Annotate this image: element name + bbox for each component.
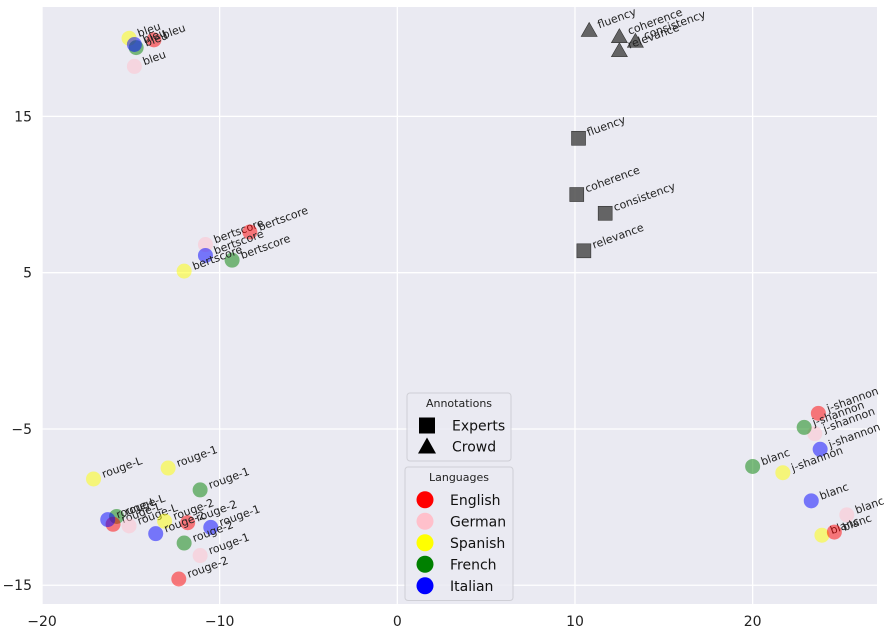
language-legend-icon	[416, 577, 434, 595]
language-point-marker	[176, 535, 192, 551]
legend-label: Experts	[452, 419, 505, 435]
language-point-marker	[745, 458, 761, 474]
legend-label: French	[450, 557, 497, 573]
y-tick-label: −5	[11, 422, 32, 438]
language-point-marker	[775, 465, 791, 481]
y-tick-label: 15	[14, 109, 32, 125]
legend-title: Annotations	[426, 397, 492, 410]
language-point-marker	[192, 482, 208, 498]
language-point-marker	[160, 460, 176, 476]
x-tick-label: 10	[566, 614, 584, 630]
language-point-marker	[242, 224, 258, 240]
legend-languages: Languages English German Spanish French Itali…	[404, 466, 514, 601]
expert-square-marker	[597, 205, 613, 221]
legend-label: German	[450, 514, 506, 530]
language-legend-icon	[416, 491, 434, 509]
language-point-marker	[157, 513, 173, 529]
square-legend-icon	[419, 417, 435, 434]
language-point-marker	[812, 441, 828, 457]
language-point-marker	[180, 515, 196, 531]
x-tick-label: −10	[205, 614, 235, 630]
x-tick-label: 20	[744, 614, 762, 630]
expert-square-marker	[571, 130, 586, 146]
legend-box	[406, 392, 512, 462]
y-tick-label: −15	[2, 578, 32, 594]
y-tick-label: 5	[23, 266, 32, 282]
language-point-marker	[148, 526, 164, 542]
language-legend-icon	[416, 534, 434, 552]
language-point-marker	[224, 252, 240, 268]
language-point-marker	[839, 507, 855, 523]
crowd-triangle-marker	[610, 42, 628, 58]
language-point-marker	[176, 263, 192, 279]
expert-square-marker	[569, 187, 585, 202]
language-point-marker	[814, 527, 830, 543]
language-point-marker	[803, 493, 819, 509]
language-point-marker	[810, 405, 826, 421]
language-point-marker	[126, 37, 142, 53]
language-point-marker	[203, 519, 219, 535]
x-tick-label: −20	[27, 614, 57, 630]
legend-label: Crowd	[452, 440, 496, 456]
triangle-legend-icon	[418, 437, 436, 454]
language-legend-icon	[416, 512, 434, 530]
crowd-triangle-marker	[580, 21, 598, 37]
legend-title: Languages	[429, 471, 489, 484]
legend-label: Spanish	[450, 536, 505, 552]
axis-ticks: −20 −10 0 10 20 −15 −5 5 15	[2, 109, 761, 630]
legend-label: Italian	[450, 579, 493, 595]
expert-square-marker	[576, 243, 592, 259]
language-point-marker	[86, 471, 102, 487]
language-point-marker	[146, 32, 162, 48]
language-point-marker	[121, 518, 137, 534]
language-point-marker	[171, 571, 187, 587]
x-tick-label: 0	[393, 614, 402, 630]
language-point-marker	[197, 247, 213, 263]
crowd-triangle-marker	[626, 32, 644, 48]
language-point-marker	[100, 512, 116, 528]
language-point-marker	[197, 237, 213, 253]
legend-label: English	[450, 493, 501, 509]
language-point-marker	[796, 419, 812, 435]
language-point-marker	[826, 524, 842, 540]
language-point-marker	[126, 58, 142, 74]
legend-annotations: Annotations Experts Crowd	[406, 392, 512, 462]
language-point-marker	[192, 548, 208, 564]
language-legend-icon	[416, 555, 434, 573]
